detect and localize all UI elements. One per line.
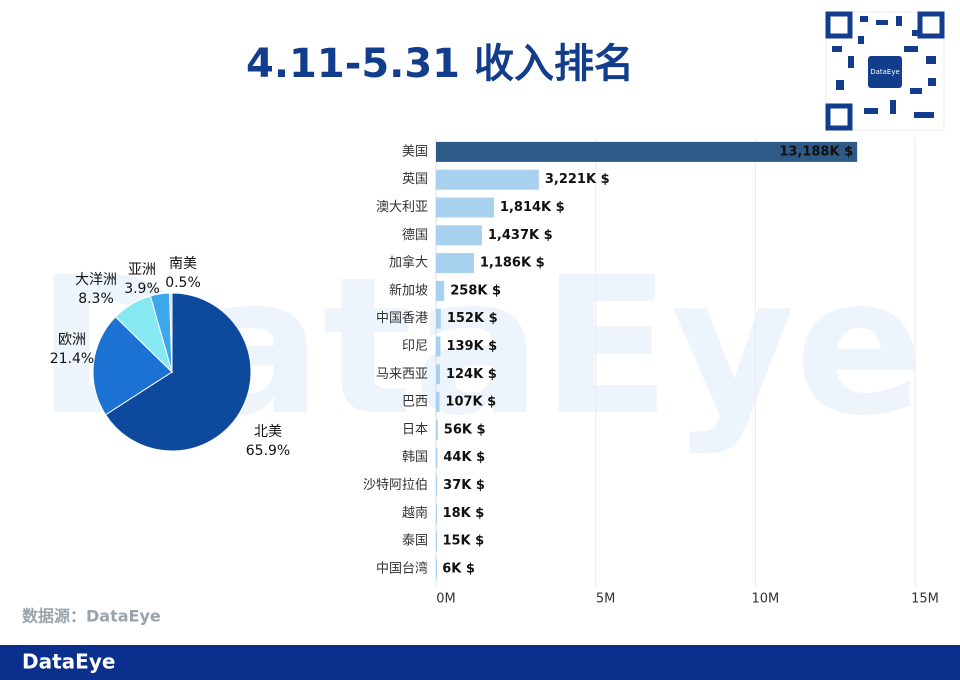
bar-value-label: 124K $: [446, 367, 497, 382]
footer-bar: [0, 645, 960, 680]
y-tick-label: 美国: [402, 144, 428, 159]
bar: [436, 169, 539, 190]
bar: [436, 558, 437, 579]
bar-value-label: 18K $: [443, 506, 485, 521]
qr-code: DataEye: [825, 11, 945, 131]
bar: [436, 225, 482, 246]
y-tick-label: 印尼: [402, 339, 428, 354]
bar-value-label: 1,186K $: [480, 256, 545, 271]
bar: [436, 475, 438, 496]
source-note: 数据源：DataEye: [22, 607, 161, 626]
y-tick-label: 巴西: [402, 395, 428, 410]
bar: [436, 392, 440, 413]
bar: [436, 364, 440, 385]
y-tick-label: 澳大利亚: [376, 199, 428, 215]
bar-value-label: 3,221K $: [545, 172, 610, 187]
bar-value-label: 107K $: [445, 395, 496, 410]
bar: [436, 336, 441, 357]
bar: [436, 141, 858, 162]
bar: [436, 197, 494, 218]
bar: [436, 503, 437, 524]
bar-value-label: 15K $: [442, 534, 484, 549]
y-tick-label: 越南: [402, 505, 428, 521]
bar: [436, 308, 441, 329]
y-tick-label: 新加坡: [389, 282, 428, 298]
slice-value: 65.9%: [246, 443, 290, 459]
bar-value-label: 258K $: [450, 283, 501, 298]
pie-slice: [169, 292, 173, 373]
pie-slice: [92, 316, 173, 416]
slice-label: 亚洲: [128, 262, 156, 278]
bar: [436, 280, 445, 301]
bar-value-label: 44K $: [443, 450, 485, 465]
bar: [436, 531, 437, 552]
y-tick-label: 马来西亚: [376, 367, 428, 382]
y-tick-label: 泰国: [402, 534, 428, 549]
y-tick-label: 英国: [402, 172, 428, 187]
bar: [436, 253, 474, 274]
bar-value-label: 139K $: [446, 339, 497, 354]
bar: [436, 447, 438, 468]
slice-label: 欧洲: [58, 332, 86, 348]
bar-value-label: 1,814K $: [500, 200, 565, 215]
y-tick-label: 日本: [402, 422, 428, 437]
y-tick-label: 德国: [402, 228, 428, 243]
bar-value-label: 13,188K $: [779, 144, 853, 159]
slice-value: 21.4%: [50, 351, 94, 367]
pie-slice: [104, 292, 252, 452]
bar-value-label: 56K $: [444, 422, 486, 437]
slice-value: 0.5%: [165, 275, 201, 291]
svg-text:DataEye: DataEye: [870, 68, 900, 76]
slice-label: 大洋洲: [75, 272, 117, 288]
page-title: 4.11-5.31 收入排名: [246, 41, 634, 87]
x-tick-label: 5M: [596, 592, 616, 607]
x-tick-label: 0M: [436, 592, 456, 607]
slice-label: 北美: [254, 424, 282, 440]
bar-value-label: 37K $: [443, 478, 485, 493]
x-tick-label: 15M: [911, 592, 939, 607]
y-tick-label: 韩国: [402, 450, 428, 465]
y-tick-label: 中国台湾: [376, 560, 428, 576]
x-tick-label: 10M: [751, 592, 779, 607]
y-tick-label: 中国香港: [376, 311, 428, 326]
bar: [436, 419, 438, 440]
slice-label: 南美: [169, 256, 197, 272]
bar-value-label: 6K $: [442, 561, 475, 576]
y-tick-label: 沙特阿拉伯: [363, 478, 428, 493]
footer-brand: DataEye: [22, 650, 115, 674]
y-tick-label: 加拿大: [389, 255, 428, 271]
slice-value: 3.9%: [124, 281, 160, 297]
slice-value: 8.3%: [78, 291, 114, 307]
bar-value-label: 1,437K $: [488, 228, 553, 243]
bar-value-label: 152K $: [447, 311, 498, 326]
